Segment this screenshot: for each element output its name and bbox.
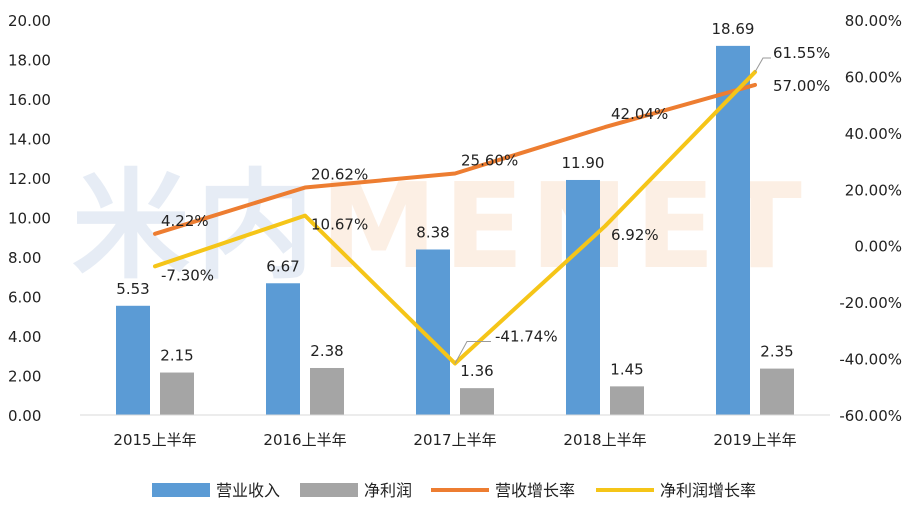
data-label-layer: 5.53 6.67 8.38 11.90 18.69 2.15 2.38 1.36 1.45 2.…	[116, 20, 830, 380]
y-left-tick-label: 0.00	[8, 407, 41, 425]
bar-value-label: 1.45	[610, 360, 643, 378]
y-right-tick-label: 20.00%	[845, 181, 902, 199]
line-value-label: 10.67%	[311, 216, 368, 234]
x-tick-label: 2018上半年	[563, 431, 646, 449]
y-left-tick-label: 6.00	[8, 289, 41, 307]
bar-revenue	[566, 179, 600, 415]
bar-profit	[610, 386, 644, 415]
line-value-label: 42.04%	[611, 105, 668, 123]
y-right-tick-label: -20.00%	[839, 294, 902, 312]
bar-profit	[760, 368, 794, 415]
x-tick-label: 2015上半年	[113, 431, 196, 449]
bar-value-label: 2.15	[160, 347, 193, 365]
y-left-tick-label: 4.00	[8, 328, 41, 346]
label-leader-line	[454, 340, 491, 364]
legend-swatch	[300, 483, 358, 497]
bar-revenue	[266, 283, 300, 415]
bar-value-label: 8.38	[416, 223, 449, 241]
y-right-tick-label: 40.00%	[845, 125, 902, 143]
bar-revenue	[116, 305, 150, 415]
label-leader-line	[754, 57, 771, 73]
y-left-tick-label: 14.00	[8, 131, 51, 149]
bar-value-label: 5.53	[116, 280, 149, 298]
x-tick-label: 2016上半年	[263, 431, 346, 449]
y-right-tick-label: 0.00%	[854, 238, 902, 256]
line-value-label: -41.74%	[495, 327, 558, 345]
line-value-label: 6.92%	[611, 226, 659, 244]
bar-value-label: 2.35	[760, 343, 793, 361]
line-value-label: 20.62%	[311, 166, 368, 184]
y-left-tick-label: 16.00	[8, 91, 51, 109]
bar-profit	[160, 372, 194, 415]
line-value-label: -7.30%	[161, 266, 214, 284]
y-left-tick-label: 8.00	[8, 249, 41, 267]
y-right-tick-label: -60.00%	[839, 407, 902, 425]
legend-label: 净利润增长率	[660, 481, 756, 500]
bar-value-label: 11.90	[562, 154, 605, 172]
axes-layer: 0.00 2.00 4.00 6.00 8.00 10.00 12.00 14.00 16.00…	[8, 12, 902, 449]
y-right-tick-label: 80.00%	[845, 12, 902, 30]
line-value-label: 61.55%	[773, 44, 830, 62]
y-left-tick-label: 18.00	[8, 52, 51, 70]
y-right-tick-label: 60.00%	[845, 68, 902, 86]
y-left-tick-label: 2.00	[8, 368, 41, 386]
line-value-label: 57.00%	[773, 77, 830, 95]
line-value-label: 25.60%	[461, 151, 518, 169]
bar-revenue	[716, 45, 750, 416]
y-left-tick-label: 10.00	[8, 210, 51, 228]
x-tick-label: 2019上半年	[713, 431, 796, 449]
legend-swatch	[152, 483, 210, 497]
x-tick-label: 2017上半年	[413, 431, 496, 449]
bar-profit	[460, 388, 494, 415]
line-value-label: 4.22%	[161, 212, 209, 230]
bar-value-label: 6.67	[266, 257, 299, 275]
bar-value-label: 18.69	[712, 20, 755, 38]
bar-value-label: 1.36	[460, 362, 493, 380]
y-right-tick-label: -40.00%	[839, 351, 902, 369]
y-left-tick-label: 20.00	[8, 12, 51, 30]
line-revenue-growth	[153, 82, 757, 236]
legend: 营业收入 净利润 营收增长率 净利润增长率	[152, 481, 756, 500]
y-left-tick-label: 12.00	[8, 170, 51, 188]
bar-value-label: 2.38	[310, 342, 343, 360]
legend-label: 营业收入	[216, 481, 280, 500]
bar-profit	[310, 367, 344, 415]
legend-label: 营收增长率	[495, 481, 575, 500]
legend-label: 净利润	[364, 481, 412, 500]
